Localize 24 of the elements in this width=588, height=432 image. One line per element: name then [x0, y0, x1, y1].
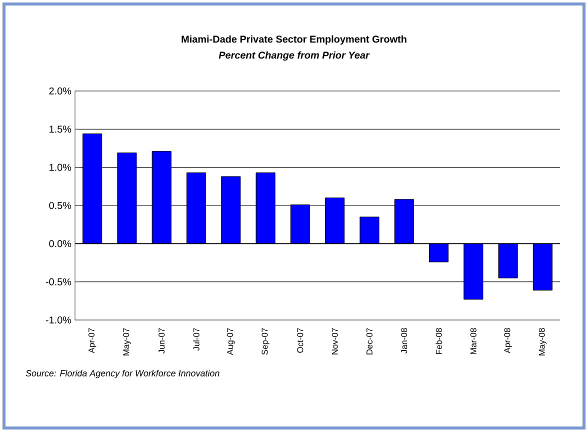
x-tick-label: Apr-08: [504, 328, 512, 354]
x-tick-label: Mar-08: [470, 328, 476, 354]
y-tick-label: 0.5%: [49, 202, 72, 210]
chart-title: Miami-Dade Private Sector Employment Growth: [182, 35, 406, 45]
y-tick-label: 1.5%: [50, 126, 72, 133]
x-tick-label: Jun-07: [158, 328, 165, 354]
x-tick-label: Feb-08: [436, 328, 442, 354]
x-tick-label: Aug-07: [227, 328, 235, 356]
x-tick-label: May-08: [538, 328, 547, 356]
x-tick-label: Sep-07: [262, 328, 270, 355]
x-tick-label: May-07: [123, 328, 131, 356]
chart-subtitle: Percent Change from Prior Year: [218, 51, 370, 61]
x-tick-label: Oct-07: [297, 328, 304, 353]
x-tick-label: Jan-08: [401, 328, 408, 354]
x-tick-label: Jul-07: [193, 328, 200, 351]
x-tick-label: Apr-07: [88, 328, 96, 354]
y-tick-label: -1.0%: [46, 316, 72, 324]
y-tick-label: 2.0%: [49, 87, 72, 95]
source-note: Source: Florida Agency for Workforce Innovation: [26, 370, 220, 378]
y-tick-label: 1.0%: [50, 164, 72, 171]
y-tick-label: -0.5%: [46, 278, 72, 286]
y-tick-label: 0.0%: [49, 240, 72, 248]
x-tick-label: Nov-07: [332, 328, 338, 354]
x-tick-label: Dec-07: [366, 328, 372, 354]
